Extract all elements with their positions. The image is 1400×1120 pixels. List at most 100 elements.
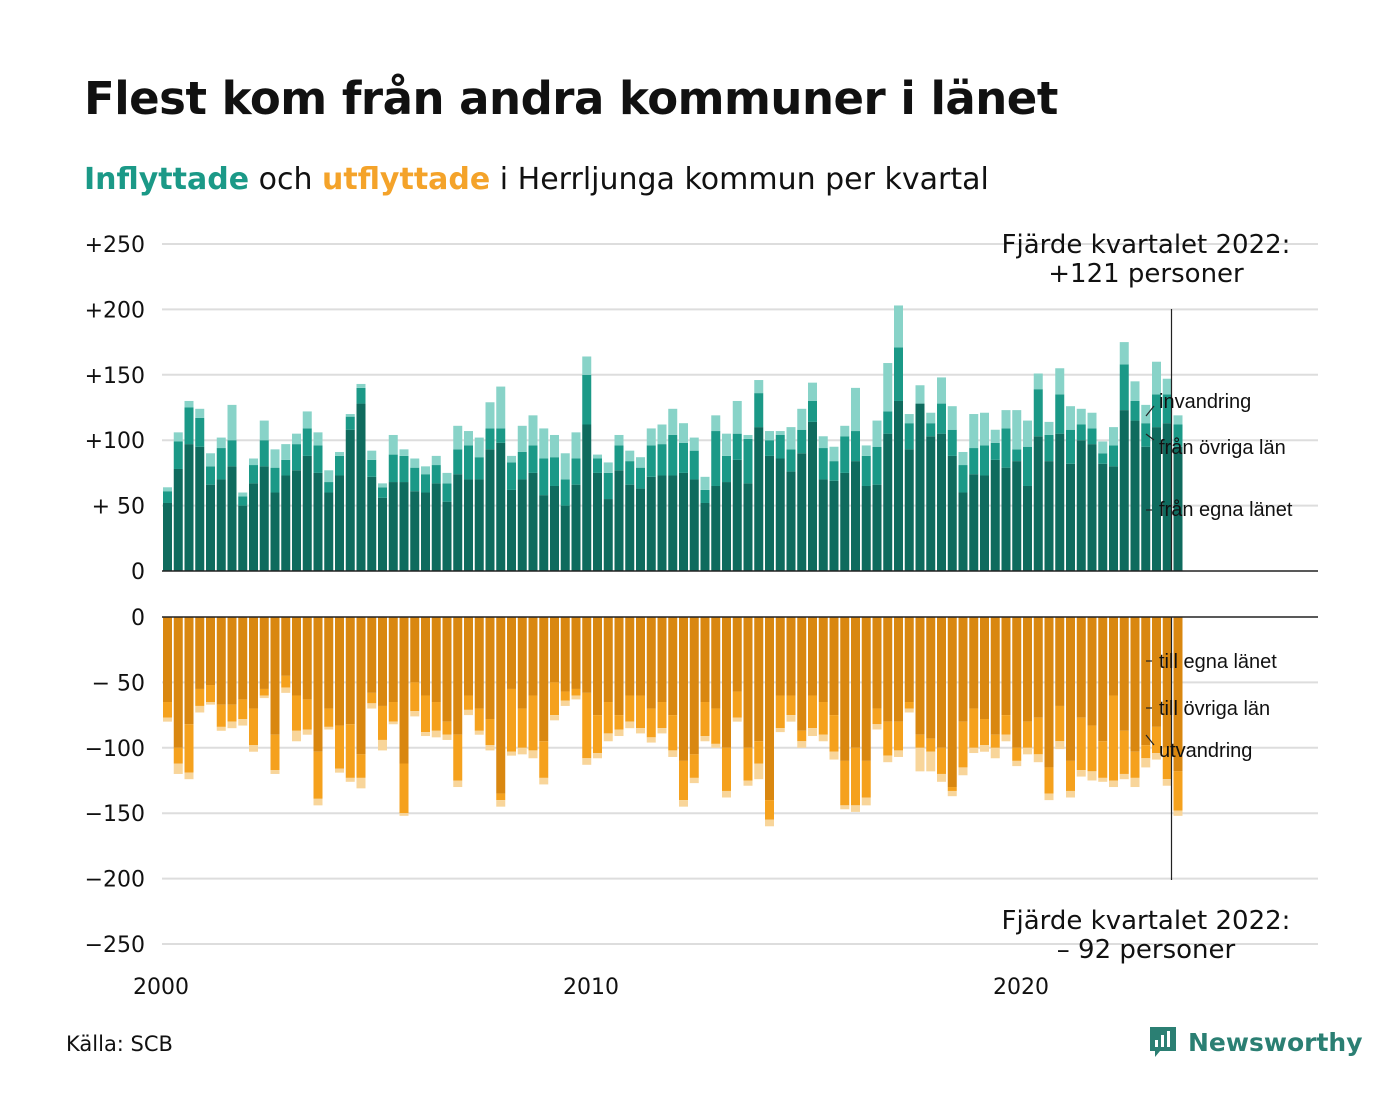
bar-in-1 [797, 429, 807, 454]
bar-out-2 [808, 728, 817, 737]
bar-out-1 [1044, 767, 1054, 794]
bar-in-1 [603, 472, 613, 500]
ytick-bottom: 0 [131, 606, 145, 631]
bar-in-0 [722, 482, 731, 571]
annotation-top-line1: Fjärde kvartalet 2022: [1002, 230, 1291, 260]
bar-out-2 [421, 732, 430, 737]
bar-out-0 [571, 617, 581, 689]
bar-out-1 [829, 715, 839, 752]
bar-in-1 [1119, 364, 1129, 411]
bar-out-1 [313, 751, 323, 799]
bar-in-2 [603, 462, 613, 473]
bar-out-1 [421, 695, 430, 733]
bar-out-2 [335, 768, 344, 773]
bar-out-2 [1173, 810, 1183, 816]
legend-top-label: från egna länet [1159, 499, 1293, 521]
bar-out-2 [1033, 754, 1043, 763]
bar-in-1 [582, 374, 592, 425]
bar-in-2 [399, 449, 409, 456]
bar-out-2 [593, 753, 602, 759]
bar-out-2 [980, 745, 989, 752]
bar-out-0 [668, 617, 678, 716]
bar-out-2 [1119, 773, 1129, 780]
bar-out-2 [840, 805, 850, 810]
bar-in-2 [840, 425, 850, 437]
bar-out-2 [184, 772, 194, 780]
bar-out-2 [754, 763, 764, 780]
bar-out-1 [915, 734, 925, 748]
bar-out-0 [808, 617, 817, 696]
bar-out-2 [496, 800, 506, 807]
bar-out-2 [894, 750, 903, 757]
bar-in-0 [388, 482, 398, 571]
bar-in-1 [324, 482, 334, 493]
bar-out-1 [227, 704, 237, 722]
bar-out-0 [614, 617, 624, 716]
bar-in-1 [410, 467, 420, 492]
bar-in-0 [195, 446, 205, 571]
bar-in-0 [335, 475, 344, 571]
bar-in-1 [1076, 424, 1086, 441]
bar-in-0 [227, 466, 237, 571]
bar-in-0 [507, 489, 516, 571]
bar-in-0 [614, 470, 624, 571]
bar-out-2 [872, 724, 882, 730]
bar-in-2 [335, 451, 344, 456]
bar-in-1 [442, 483, 452, 502]
bar-in-1 [464, 445, 473, 480]
bar-in-0 [861, 485, 871, 571]
bar-in-2 [1109, 427, 1118, 446]
bar-in-0 [711, 485, 721, 571]
bar-out-0 [840, 617, 850, 761]
bar-out-2 [474, 730, 484, 735]
bar-in-2 [754, 380, 764, 394]
bar-out-0 [593, 617, 602, 716]
bar-in-0 [689, 479, 699, 571]
bar-out-1 [582, 692, 592, 759]
bar-out-2 [786, 715, 796, 722]
bar-in-0 [474, 479, 484, 571]
bar-out-2 [281, 687, 291, 693]
bar-out-0 [485, 617, 495, 720]
bar-out-0 [227, 617, 237, 705]
bar-out-0 [270, 617, 280, 735]
bar-out-0 [582, 617, 592, 693]
bar-out-0 [216, 617, 226, 705]
bar-out-2 [302, 729, 312, 735]
ytick-top: +100 [85, 429, 145, 454]
bar-in-1 [517, 451, 527, 480]
bar-out-0 [431, 617, 441, 703]
bar-in-1 [507, 462, 516, 490]
bar-in-2 [646, 428, 656, 446]
bar-out-0 [1162, 617, 1172, 748]
bar-in-2 [1098, 441, 1108, 454]
bar-in-1 [894, 347, 903, 401]
bar-in-1 [259, 440, 269, 467]
bar-in-2 [313, 432, 323, 446]
bar-out-0 [657, 617, 667, 703]
bar-in-1 [1001, 428, 1011, 468]
bar-out-0 [356, 617, 366, 755]
bar-out-2 [195, 705, 205, 713]
bar-out-2 [259, 695, 269, 699]
bar-in-1 [1066, 429, 1075, 464]
bar-in-2 [281, 444, 291, 460]
bar-out-0 [388, 617, 398, 703]
bar-out-0 [507, 617, 516, 689]
source-label: Källa: SCB [66, 1032, 173, 1056]
ytick-top: 0 [131, 560, 145, 585]
bar-in-2 [421, 466, 430, 475]
bar-in-0 [571, 484, 581, 571]
bar-out-2 [464, 709, 473, 716]
bar-in-2 [324, 470, 334, 483]
bar-out-0 [937, 617, 946, 748]
bar-in-2 [1012, 410, 1022, 450]
ytick-bottom: − 50 [92, 671, 145, 696]
bar-in-2 [1076, 408, 1086, 425]
bar-out-2 [345, 777, 355, 782]
bar-out-1 [722, 747, 731, 791]
bar-in-2 [1130, 381, 1140, 401]
legend-top-label: från övriga län [1159, 437, 1286, 459]
bar-in-2 [668, 408, 678, 435]
